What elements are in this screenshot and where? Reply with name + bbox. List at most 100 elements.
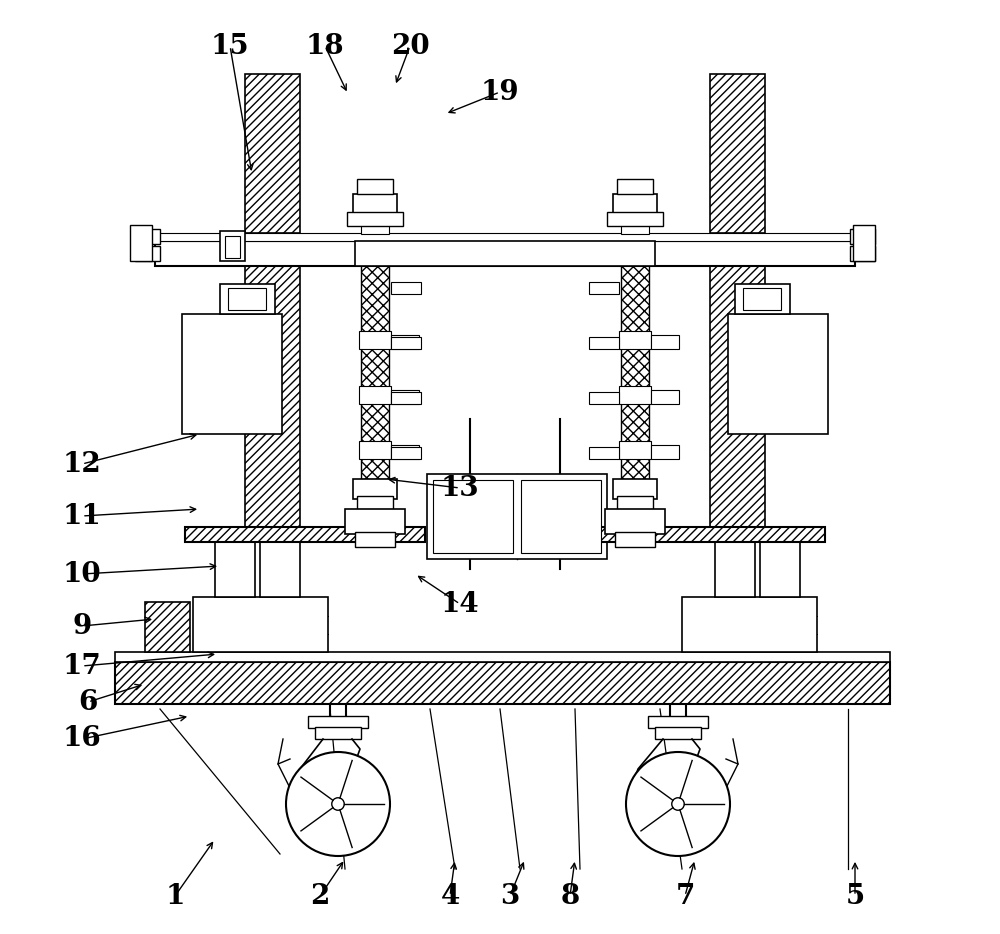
Bar — [185, 527, 425, 542]
Bar — [220, 284, 275, 314]
Circle shape — [332, 798, 344, 810]
Bar — [850, 229, 875, 244]
Bar — [743, 288, 781, 310]
Bar — [651, 445, 679, 459]
Bar — [589, 337, 619, 349]
Text: 2: 2 — [310, 883, 330, 910]
Bar — [145, 602, 190, 652]
Bar — [391, 335, 419, 349]
Bar — [651, 335, 679, 349]
Text: 17: 17 — [63, 653, 101, 680]
Text: 1: 1 — [165, 883, 185, 910]
Bar — [155, 233, 855, 241]
Bar — [621, 224, 649, 234]
Circle shape — [626, 752, 730, 856]
Text: 9: 9 — [72, 613, 92, 640]
Bar — [710, 74, 765, 233]
Bar — [391, 447, 421, 459]
Bar — [615, 532, 655, 547]
Bar — [135, 246, 160, 261]
Text: 3: 3 — [500, 883, 520, 910]
Bar — [728, 314, 828, 434]
Bar — [215, 542, 255, 597]
Bar — [589, 282, 619, 294]
Text: 6: 6 — [78, 688, 98, 715]
Bar — [391, 337, 421, 349]
Bar — [345, 509, 405, 534]
Bar — [613, 479, 657, 499]
Bar — [357, 496, 393, 514]
Circle shape — [672, 798, 684, 810]
Bar — [682, 597, 817, 652]
Text: 5: 5 — [845, 883, 865, 910]
Bar — [433, 480, 513, 553]
Text: 4: 4 — [440, 883, 460, 910]
Text: 20: 20 — [391, 33, 429, 60]
Text: 13: 13 — [441, 474, 479, 502]
Bar — [853, 225, 875, 261]
Bar — [391, 392, 421, 404]
Text: 11: 11 — [63, 502, 101, 530]
Bar — [353, 194, 397, 214]
Bar — [361, 224, 389, 234]
Bar — [225, 236, 240, 258]
Bar — [589, 392, 619, 404]
Text: 14: 14 — [441, 590, 479, 617]
Bar — [585, 527, 825, 542]
Bar — [359, 331, 391, 349]
Bar — [391, 282, 421, 294]
Bar — [589, 447, 619, 459]
Bar — [308, 716, 368, 728]
Text: 18: 18 — [306, 33, 344, 60]
Bar — [607, 212, 663, 226]
Bar — [245, 254, 300, 527]
Bar — [155, 241, 855, 266]
Text: 12: 12 — [63, 450, 101, 477]
Bar — [521, 480, 601, 553]
Bar — [355, 532, 395, 547]
Bar — [357, 179, 393, 194]
Bar — [130, 225, 152, 261]
Text: 19: 19 — [481, 78, 519, 106]
Bar — [193, 597, 328, 652]
Text: 8: 8 — [560, 883, 580, 910]
Bar — [710, 254, 765, 527]
Bar — [613, 194, 657, 214]
Bar — [135, 229, 160, 244]
Bar — [245, 74, 300, 233]
Bar — [651, 390, 679, 404]
Bar — [220, 231, 245, 261]
Bar — [617, 496, 653, 514]
Bar — [850, 246, 875, 261]
Bar — [315, 727, 361, 739]
Bar — [361, 234, 389, 479]
Bar — [621, 234, 649, 479]
Bar — [619, 441, 651, 459]
Bar — [617, 179, 653, 194]
Bar — [359, 441, 391, 459]
Bar — [648, 716, 708, 728]
Text: 15: 15 — [211, 33, 249, 60]
Bar — [359, 386, 391, 404]
Bar — [228, 288, 266, 310]
Bar — [655, 727, 701, 739]
Bar — [115, 652, 890, 662]
Bar — [735, 284, 790, 314]
Bar — [182, 314, 282, 434]
Text: 16: 16 — [63, 726, 101, 753]
Bar — [715, 542, 755, 597]
Bar — [760, 542, 800, 597]
Bar — [619, 331, 651, 349]
Bar — [353, 479, 397, 499]
Bar — [355, 241, 655, 266]
Bar — [391, 445, 419, 459]
Bar — [391, 390, 419, 404]
Bar — [605, 509, 665, 534]
Bar — [619, 386, 651, 404]
Text: 7: 7 — [675, 883, 695, 910]
Bar — [347, 212, 403, 226]
Text: 10: 10 — [63, 560, 101, 587]
Bar — [115, 662, 890, 704]
Circle shape — [286, 752, 390, 856]
Bar — [260, 542, 300, 597]
